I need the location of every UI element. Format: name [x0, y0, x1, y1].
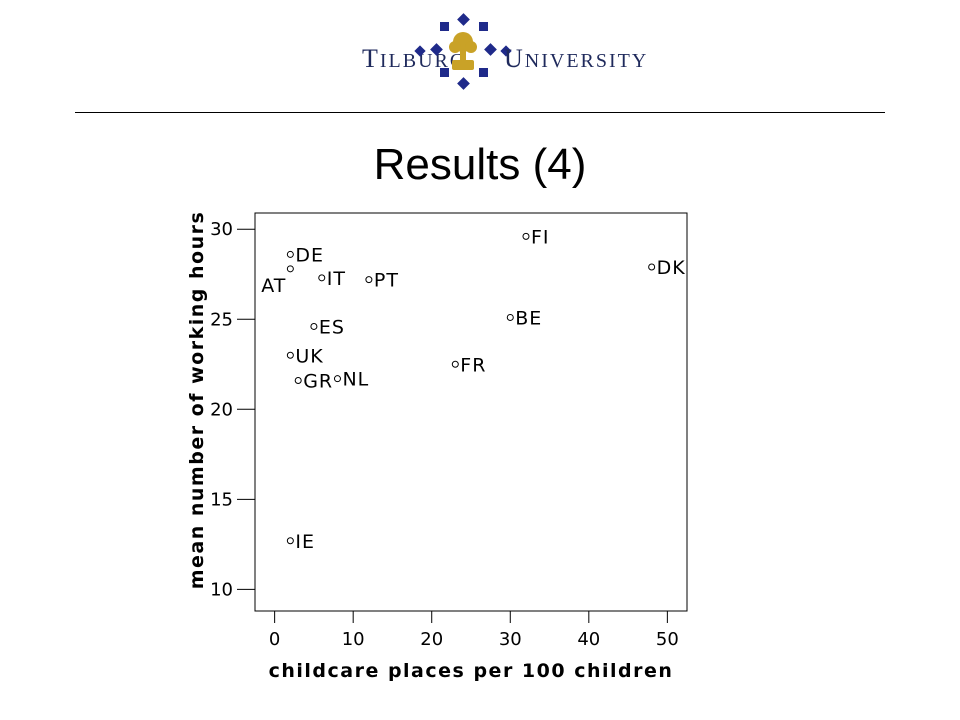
data-point: [294, 376, 302, 384]
logo-text-left: TILBURG: [362, 44, 467, 73]
data-point: [522, 232, 530, 240]
data-point: [318, 274, 326, 282]
point-label: DK: [657, 257, 686, 279]
logo-text-right: UNIVERSITY: [504, 44, 649, 73]
x-tick-label: 50: [656, 629, 679, 650]
point-label: IE: [295, 531, 315, 553]
tree-emblem-icon: [449, 32, 477, 70]
data-point: [451, 360, 459, 368]
point-label: BE: [515, 307, 542, 329]
y-tick-label: 10: [210, 579, 233, 600]
data-point: [286, 265, 294, 273]
data-point: [286, 537, 294, 545]
data-point: [506, 313, 514, 321]
logo-emblem: [414, 13, 512, 90]
y-tick-label: 15: [210, 489, 233, 510]
x-tick-label: 0: [269, 629, 280, 650]
x-tick-label: 10: [342, 629, 365, 650]
point-label: AT: [261, 275, 286, 297]
point-label: FR: [460, 354, 486, 376]
point-label: IT: [327, 268, 346, 290]
slide-title: Results (4): [373, 140, 587, 189]
point-label: NL: [342, 369, 369, 391]
point-label: GR: [303, 370, 333, 392]
x-tick-label: 40: [577, 629, 600, 650]
y-tick-label: 30: [210, 219, 233, 240]
x-tick-label: 20: [420, 629, 443, 650]
y-tick-label: 25: [210, 309, 233, 330]
university-logo: TILBURG UNIVERSITY: [0, 0, 960, 110]
point-label: PT: [374, 270, 399, 292]
data-point: [648, 263, 656, 271]
plot-frame: [254, 212, 688, 612]
logo-squares-icon: [414, 13, 512, 90]
x-tick-label: 30: [499, 629, 522, 650]
data-point: [365, 276, 373, 284]
point-label: FI: [531, 226, 550, 248]
data-point: [310, 322, 318, 330]
point-label: UK: [295, 345, 323, 367]
y-tick-label: 20: [210, 399, 233, 420]
point-label: DE: [295, 244, 324, 266]
data-point: [286, 250, 294, 258]
data-point: [333, 375, 341, 383]
point-label: ES: [319, 316, 345, 338]
y-axis-label: mean number of working hours: [186, 211, 208, 590]
header-divider: [75, 112, 885, 113]
x-axis-label: childcare places per 100 children: [269, 660, 674, 682]
data-point: [286, 351, 294, 359]
